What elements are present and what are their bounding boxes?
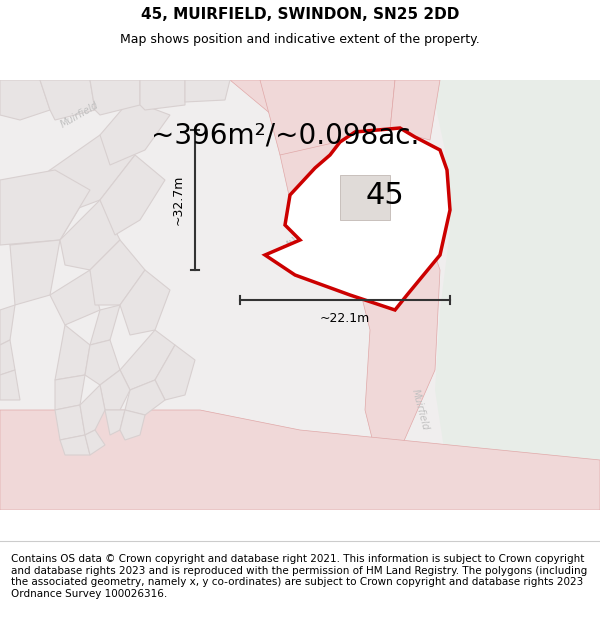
Polygon shape (0, 80, 600, 510)
Polygon shape (40, 80, 95, 120)
Text: Muirfield: Muirfield (59, 100, 101, 130)
Text: ~32.7m: ~32.7m (172, 175, 185, 225)
Polygon shape (0, 80, 50, 120)
Text: ~396m²/~0.098ac.: ~396m²/~0.098ac. (151, 121, 419, 149)
Polygon shape (55, 325, 90, 380)
Polygon shape (100, 155, 165, 235)
Polygon shape (155, 345, 195, 400)
Polygon shape (55, 375, 85, 410)
Text: 45: 45 (365, 181, 404, 209)
Polygon shape (60, 435, 90, 455)
Polygon shape (100, 370, 130, 410)
Polygon shape (120, 270, 170, 335)
Polygon shape (90, 305, 120, 345)
Polygon shape (125, 380, 165, 415)
Polygon shape (55, 405, 85, 440)
Polygon shape (140, 80, 185, 110)
Polygon shape (80, 385, 105, 435)
Polygon shape (430, 80, 600, 510)
Polygon shape (0, 410, 600, 510)
Polygon shape (0, 170, 90, 245)
Polygon shape (90, 240, 145, 305)
Polygon shape (60, 200, 120, 270)
Polygon shape (265, 128, 450, 310)
Polygon shape (0, 370, 20, 400)
Text: ~22.1m: ~22.1m (320, 312, 370, 325)
Polygon shape (340, 175, 390, 220)
Polygon shape (230, 80, 440, 450)
Polygon shape (390, 80, 440, 140)
Polygon shape (85, 430, 105, 455)
Polygon shape (0, 170, 90, 245)
Text: Contains OS data © Crown copyright and database right 2021. This information is : Contains OS data © Crown copyright and d… (11, 554, 587, 599)
Polygon shape (260, 80, 395, 155)
Polygon shape (90, 80, 140, 115)
Polygon shape (10, 240, 60, 305)
Polygon shape (50, 270, 100, 325)
Text: Map shows position and indicative extent of the property.: Map shows position and indicative extent… (120, 34, 480, 46)
Text: Muirfield: Muirfield (282, 208, 318, 252)
Polygon shape (100, 100, 170, 165)
Polygon shape (120, 330, 175, 390)
Polygon shape (0, 305, 15, 345)
Polygon shape (280, 120, 390, 200)
Text: Muirfield: Muirfield (410, 388, 430, 432)
Polygon shape (0, 340, 15, 375)
Polygon shape (185, 80, 230, 102)
Text: 45, MUIRFIELD, SWINDON, SN25 2DD: 45, MUIRFIELD, SWINDON, SN25 2DD (141, 7, 459, 22)
Polygon shape (85, 340, 120, 385)
Polygon shape (50, 135, 135, 215)
Polygon shape (105, 410, 125, 435)
Polygon shape (120, 410, 145, 440)
